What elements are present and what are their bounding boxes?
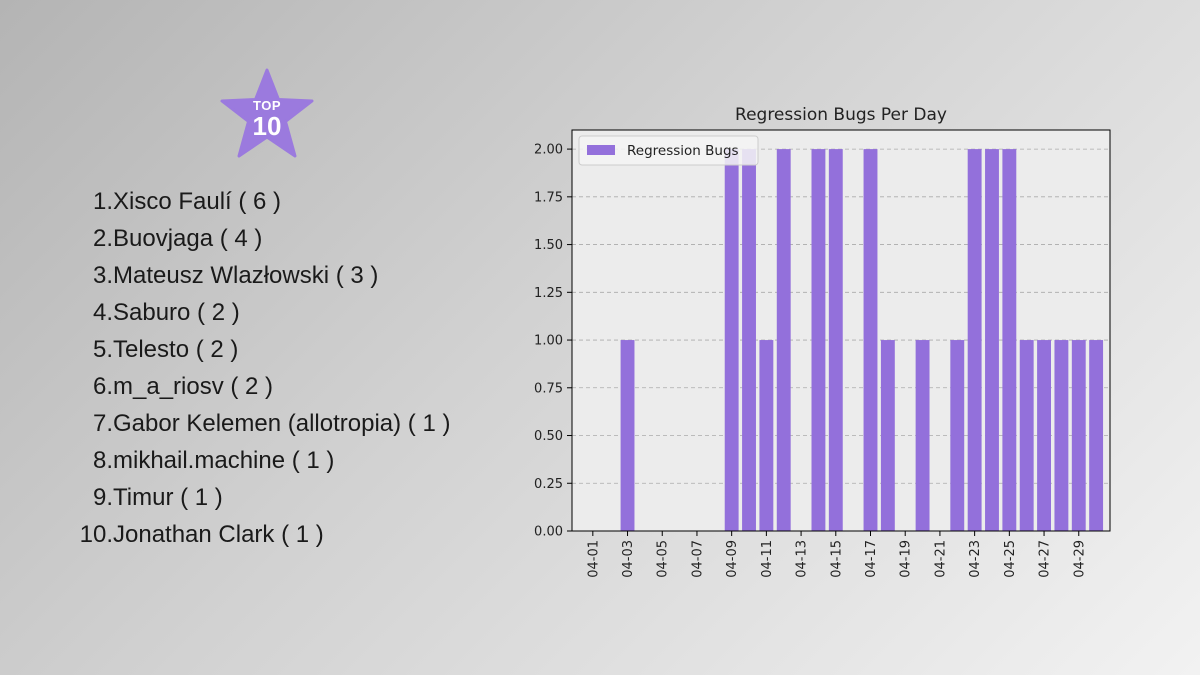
bar [620, 340, 635, 531]
bar [985, 149, 999, 531]
star-icon [220, 68, 314, 158]
x-tick-label: 04-11 [760, 540, 775, 578]
ranking-position: 2. [92, 224, 113, 252]
bar [880, 340, 895, 531]
ranking-position: 9. [92, 483, 113, 511]
ranking-item: 2. Buovjaga ( 4 ) [60, 220, 450, 257]
badge-top-label: TOP [253, 98, 281, 113]
ranking-item: 6. m_a_riosv ( 2 ) [60, 368, 450, 405]
bar [1019, 340, 1034, 531]
contributor-name: Jonathan Clark ( 1 ) [113, 520, 324, 548]
x-tick-label: 04-07 [690, 540, 705, 578]
ranking-item: 5. Telesto ( 2 ) [60, 331, 450, 368]
y-tick-label: 1.25 [534, 286, 563, 301]
y-tick-label: 0.25 [534, 477, 563, 492]
ranking-item: 9. Timur ( 1 ) [60, 479, 450, 516]
bar [759, 340, 774, 531]
contributor-name: Xisco Faulí ( 6 ) [113, 187, 282, 215]
legend-label: Regression Bugs [627, 143, 739, 159]
bar [863, 149, 878, 531]
plot-frame [571, 129, 1111, 532]
x-tick-label: 04-23 [968, 540, 983, 578]
ranking-item: 4. Saburo ( 2 ) [60, 294, 450, 331]
badge-number: 10 [252, 111, 282, 141]
ranking-position: 1. [92, 187, 113, 215]
bar [1002, 149, 1017, 531]
bar [915, 340, 930, 531]
regression-bugs-chart: 0.00 0.25 0.50 0.75 1.00 1.25 1.50 1.75 2.00 04-0… [534, 105, 1111, 578]
contributor-name: Mateusz Wlazłowski ( 3 ) [113, 261, 379, 289]
ranking-position: 10. [79, 520, 113, 548]
contributor-name: Timur ( 1 ) [113, 483, 223, 511]
x-tick-label: 04-13 [795, 540, 810, 578]
x-tick-label: 04-01 [586, 540, 601, 578]
x-tick-label: 04-29 [1072, 540, 1087, 578]
ranking-position: 6. [92, 372, 113, 400]
ranking-position: 3. [92, 261, 113, 289]
bar [742, 149, 756, 531]
ranking-item: 3. Mateusz Wlazłowski ( 3 ) [60, 257, 450, 294]
x-tick-label: 04-27 [1038, 540, 1053, 578]
x-tick-label: 04-19 [899, 540, 914, 578]
contributor-name: Telesto ( 2 ) [113, 335, 239, 363]
bar [967, 149, 982, 531]
y-tick-label: 0.50 [534, 429, 563, 444]
y-tick-label: 2.00 [534, 143, 563, 158]
x-tick-label: 04-05 [656, 540, 671, 578]
x-tick-label: 04-25 [1003, 540, 1018, 578]
bar [811, 149, 826, 531]
bar [1089, 340, 1104, 531]
bar [828, 149, 843, 531]
bar [724, 149, 739, 531]
chart-title: Regression Bugs Per Day [735, 105, 947, 125]
legend-swatch [587, 145, 615, 155]
contributor-name: Saburo ( 2 ) [113, 298, 240, 326]
ranking-item: 1. Xisco Faulí ( 6 ) [60, 183, 450, 220]
y-tick-label: 1.00 [534, 334, 563, 349]
ranking-item: 7. Gabor Kelemen (allotropia) ( 1 ) [60, 405, 451, 442]
y-tick-label: 1.75 [534, 190, 563, 205]
x-tick-label: 04-03 [621, 540, 636, 578]
contributor-ranking-list: 1. Xisco Faulí ( 6 ) 2. Buovjaga ( 4 ) 3. Mat… [60, 183, 451, 553]
ranking-position: 5. [92, 335, 113, 363]
legend-box [578, 135, 759, 166]
top-10-badge: TOP 10 [220, 68, 314, 160]
bar [1054, 340, 1069, 531]
ranking-position: 8. [92, 446, 113, 474]
x-tick-label: 04-21 [933, 540, 948, 578]
contributor-name: Gabor Kelemen (allotropia) ( 1 ) [113, 409, 451, 437]
contributor-name: Buovjaga ( 4 ) [113, 224, 263, 252]
bar [950, 340, 965, 531]
x-tick-label: 04-15 [829, 540, 844, 578]
contributor-name: mikhail.machine ( 1 ) [113, 446, 335, 474]
bar [1037, 340, 1051, 531]
y-tick-label: 1.50 [534, 238, 563, 253]
ranking-item: 10. Jonathan Clark ( 1 ) [60, 516, 450, 553]
bar [776, 149, 791, 531]
contributor-name: m_a_riosv ( 2 ) [113, 372, 274, 400]
ranking-item: 8. mikhail.machine ( 1 ) [60, 442, 450, 479]
bar [1071, 340, 1086, 531]
x-tick-label: 04-09 [725, 540, 740, 578]
ranking-position: 4. [92, 298, 113, 326]
x-tick-label: 04-17 [864, 540, 879, 578]
ranking-position: 7. [92, 409, 113, 437]
y-tick-label: 0.75 [534, 381, 563, 396]
y-tick-label: 0.00 [534, 525, 563, 540]
